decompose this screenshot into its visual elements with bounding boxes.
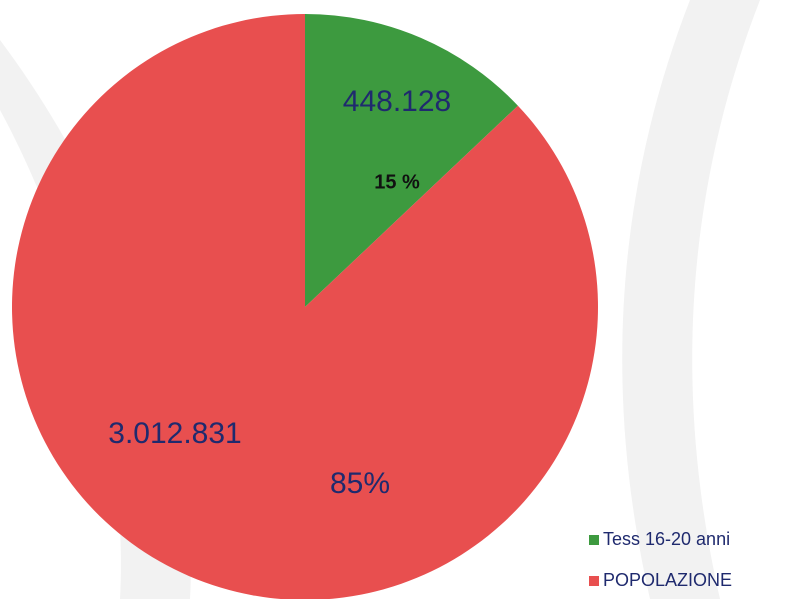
value-label: 448.128	[343, 85, 451, 118]
pie-slice	[305, 14, 518, 307]
legend-label: Tess 16-20 anni	[603, 529, 730, 549]
background-swoosh	[622, 0, 760, 599]
pie-slice	[12, 14, 598, 599]
percent-label: 85%	[330, 467, 390, 500]
legend: Tess 16-20 anni POPOLAZIONE	[589, 529, 732, 590]
legend-swatch	[589, 576, 599, 586]
legend-label: POPOLAZIONE	[603, 570, 732, 590]
pie	[12, 14, 598, 599]
legend-swatch	[589, 535, 599, 545]
labels: 448.128 15 % 3.012.831 85%	[108, 85, 451, 500]
value-label: 3.012.831	[108, 417, 241, 450]
percent-label: 15 %	[374, 171, 420, 193]
